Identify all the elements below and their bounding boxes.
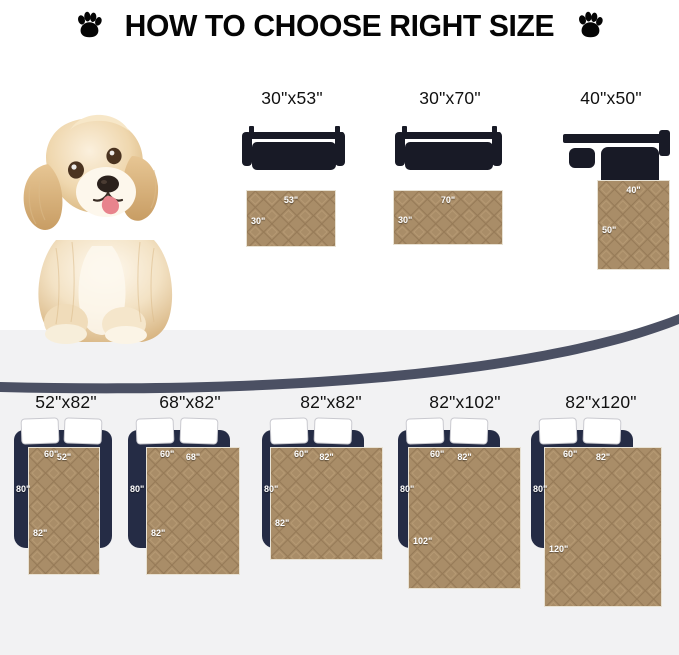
- bed-length-label: 80": [130, 484, 145, 494]
- size-option-title: 82"x120": [565, 392, 637, 412]
- pet-mat[interactable]: 68" 82": [146, 447, 240, 575]
- sofa-back-post-right: [492, 126, 497, 136]
- bed-length-label: 80": [400, 484, 415, 494]
- bed-width-label: 60": [44, 449, 59, 459]
- mat-quilted-surface: [545, 448, 661, 606]
- mat-depth-label: 30": [398, 215, 413, 225]
- size-option-82x120[interactable]: 82"x120" 60" 80" 82" 120": [526, 392, 679, 637]
- size-option-40x50[interactable]: 40"x50" 40" 50": [555, 88, 679, 283]
- mat-width-label: 82": [319, 452, 334, 462]
- bed-length-label: 80": [16, 484, 31, 494]
- mat-length-label: 120": [549, 544, 569, 554]
- sofa-backrest: [401, 132, 501, 139]
- mat-quilted-surface: [147, 448, 239, 574]
- mat-quilted-surface: [29, 448, 99, 574]
- mat-width-label: 40": [626, 185, 641, 195]
- sofa-illustration: [240, 126, 348, 178]
- pillow-left: [269, 417, 309, 445]
- bed-width-label: 60": [294, 449, 309, 459]
- pillow-right: [313, 417, 353, 445]
- sofa-armrest-left: [395, 132, 405, 166]
- size-option-68x82[interactable]: 68"x82" 60" 80" 68" 82": [120, 392, 272, 617]
- paw-print-icon-left: [78, 11, 102, 38]
- bed-width-label: 60": [430, 449, 445, 459]
- mat-width-label: 53": [283, 195, 299, 205]
- pillow-right: [63, 417, 103, 445]
- header: HOW TO CHOOSE RIGHT SIZE: [0, 0, 679, 52]
- mat-depth-label: 30": [251, 216, 266, 226]
- mat-width-label: 82": [595, 452, 611, 462]
- mat-depth-label: 50": [602, 225, 617, 235]
- pet-mat[interactable]: 82" 82": [270, 447, 383, 560]
- size-option-title: 82"x82": [300, 392, 362, 412]
- size-option-title: 68"x82": [159, 392, 221, 412]
- bed-length-label: 80": [264, 484, 279, 494]
- mat-quilted-surface: [271, 448, 382, 559]
- mat-width-label: 68": [185, 452, 201, 462]
- size-option-title: 30"x53": [261, 88, 323, 108]
- mat-quilted-surface: [394, 191, 502, 244]
- pet-mat[interactable]: 82" 120": [544, 447, 662, 607]
- mat-quilted-surface: [409, 448, 520, 588]
- size-option-82x102[interactable]: 82"x102" 60" 80" 82" 102": [390, 392, 552, 627]
- bed-length-label: 80": [533, 484, 548, 494]
- page-title: HOW TO CHOOSE RIGHT SIZE: [124, 8, 555, 43]
- size-option-52x82[interactable]: 52"x82" 60" 80" 52" 82": [0, 392, 132, 617]
- sofa-backrest: [248, 132, 344, 139]
- sofa-back-post-left: [249, 126, 254, 136]
- paw-print-icon-right: [578, 11, 603, 38]
- pillow-right: [179, 417, 219, 445]
- sofa-seat-cushion: [405, 142, 493, 170]
- sofa-sizes-row: 30"x53": [0, 88, 679, 283]
- sofa-armrest-right: [659, 130, 670, 156]
- pillow-left: [538, 417, 578, 445]
- pillow-right: [582, 417, 622, 445]
- size-option-title: 30"x70": [419, 88, 481, 108]
- pet-mat[interactable]: 82" 102": [408, 447, 521, 589]
- size-option-title: 52"x82": [35, 392, 97, 412]
- mat-width-label: 70": [440, 195, 456, 205]
- mat-length-label: 82": [275, 518, 290, 528]
- sofa-illustration: [393, 126, 507, 178]
- mat-width-label: 82": [457, 452, 472, 462]
- size-option-title: 82"x102": [429, 392, 501, 412]
- sofa-back-post-left: [402, 126, 407, 136]
- sofa-armrest-left: [242, 132, 252, 166]
- pet-mat[interactable]: 52" 82": [28, 447, 100, 575]
- mat-quilted-surface: [598, 181, 669, 269]
- bed-width-label: 60": [563, 449, 578, 459]
- dog-photo: [23, 114, 173, 344]
- bed-width-label: 60": [160, 449, 175, 459]
- sofa-armrest-right: [492, 132, 502, 166]
- pet-mat[interactable]: 40" 50": [597, 180, 670, 270]
- bed-sizes-row: 52"x82" 60" 80" 52" 82" 68"x82": [0, 392, 679, 632]
- mat-quilted-surface: [247, 191, 335, 246]
- pillow-left: [405, 417, 445, 445]
- section-divider-curve: [0, 314, 679, 400]
- sofa-seat-cushion: [252, 142, 336, 170]
- sofa-armrest-right: [335, 132, 345, 166]
- pet-mat[interactable]: 70" 30": [393, 190, 503, 245]
- mat-width-label: 52": [56, 452, 72, 462]
- size-option-30x70[interactable]: 30"x70" 70" 30": [385, 88, 515, 273]
- sofa-backrest: [563, 134, 669, 143]
- size-option-title: 40"x50": [580, 88, 642, 108]
- sofa-back-post-right: [335, 126, 340, 136]
- mat-length-label: 102": [413, 536, 433, 546]
- size-option-82x82[interactable]: 82"x82" 60" 80" 82" 82": [258, 392, 416, 617]
- mat-length-label: 82": [151, 528, 166, 538]
- pet-mat[interactable]: 53" 30": [246, 190, 336, 247]
- pillow-left: [135, 417, 175, 445]
- size-option-30x53[interactable]: 30"x53": [228, 88, 356, 273]
- mat-length-label: 82": [33, 528, 48, 538]
- pillow-left: [20, 417, 60, 445]
- pillow-right: [449, 417, 489, 445]
- sofa-armrest-left: [569, 148, 595, 168]
